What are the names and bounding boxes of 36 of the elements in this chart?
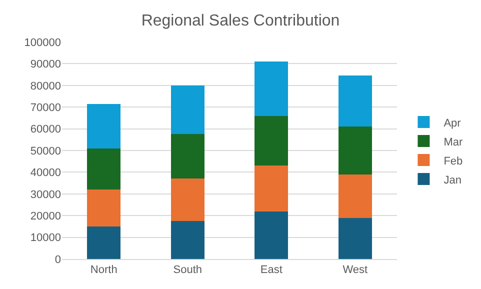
bar (170, 134, 204, 179)
bar (254, 116, 288, 166)
bar (338, 76, 372, 127)
y-tick-label: 80000 (30, 80, 61, 92)
bar (87, 226, 121, 259)
bar (87, 148, 121, 190)
legend-label: Mar (444, 136, 463, 148)
bar (338, 218, 372, 259)
x-tick-label: West (342, 264, 368, 276)
y-tick-label: 40000 (30, 167, 61, 180)
x-tick-label: South (173, 264, 202, 276)
y-tick-label: 90000 (30, 58, 61, 71)
bar (170, 178, 204, 222)
bar (87, 104, 121, 148)
y-tick-label: 70000 (30, 102, 61, 114)
y-tick-label: 50000 (30, 145, 61, 158)
bar (170, 221, 204, 259)
legend-label: Feb (444, 155, 463, 168)
chart-title: Regional Sales Contribution (141, 12, 340, 30)
bar (254, 62, 288, 116)
y-tick-label: 100000 (24, 36, 61, 49)
legend-label: Jan (444, 174, 462, 186)
x-tick-label: North (90, 264, 118, 276)
bar (338, 174, 372, 218)
bar (338, 126, 372, 174)
bar (87, 190, 121, 226)
y-tick-label: 20000 (30, 210, 61, 222)
bar (254, 166, 288, 212)
bar (170, 85, 204, 134)
y-tick-label: 0 (54, 254, 61, 266)
bar (254, 211, 288, 259)
x-tick-label: East (260, 264, 282, 276)
y-tick-label: 60000 (30, 124, 61, 136)
y-tick-label: 30000 (30, 188, 61, 201)
legend-label: Apr (444, 117, 462, 130)
y-tick-label: 10000 (30, 232, 61, 244)
